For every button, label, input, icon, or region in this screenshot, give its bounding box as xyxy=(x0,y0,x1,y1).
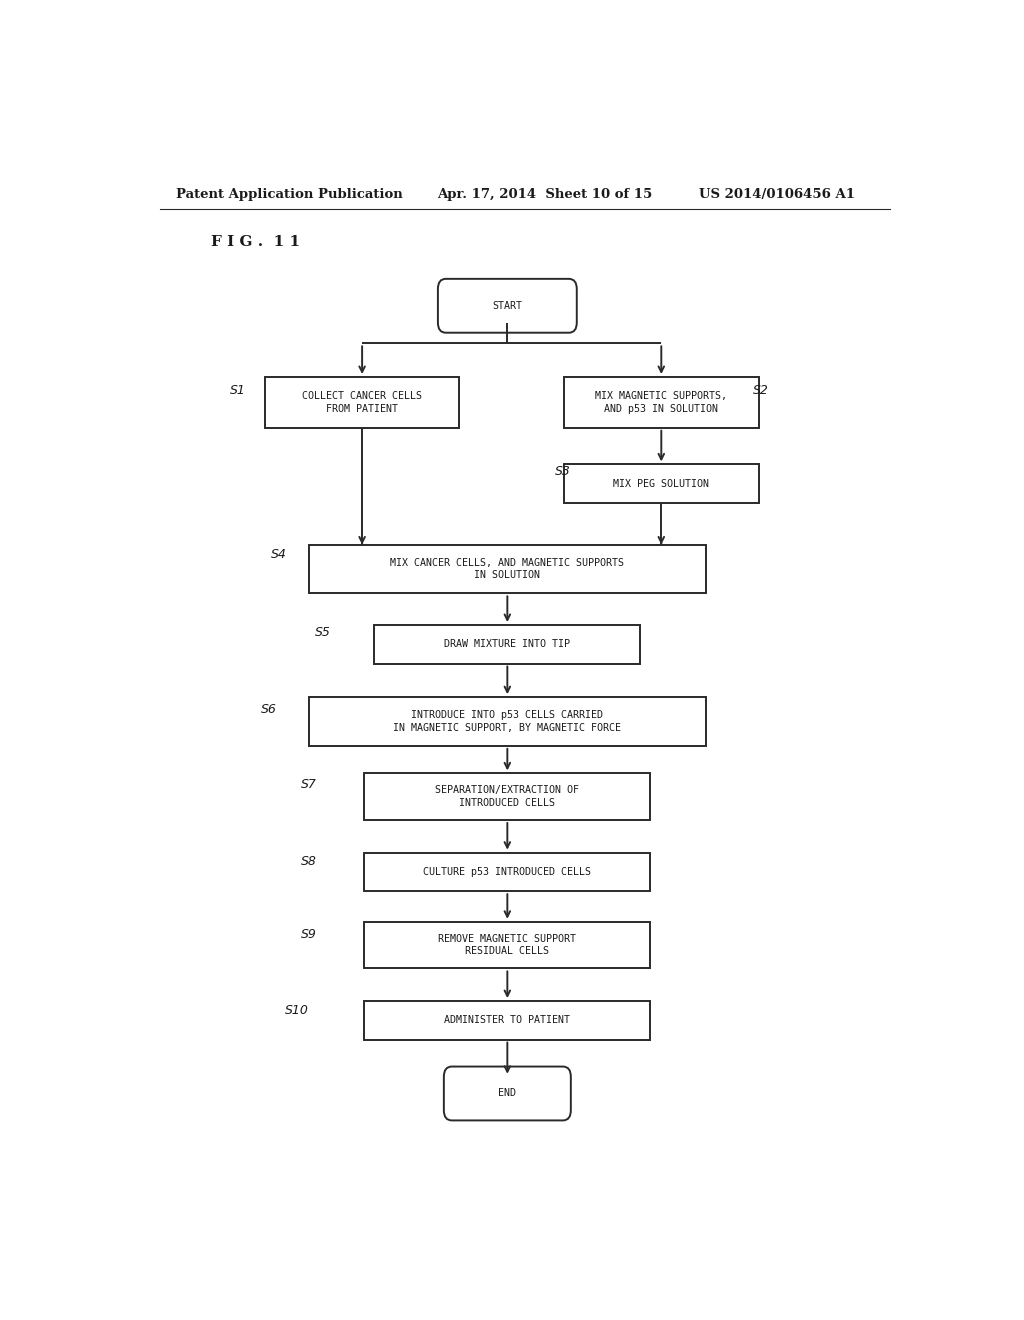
Text: S5: S5 xyxy=(314,626,331,639)
Text: Patent Application Publication: Patent Application Publication xyxy=(176,189,402,202)
Text: S9: S9 xyxy=(301,928,316,941)
Text: DRAW MIXTURE INTO TIP: DRAW MIXTURE INTO TIP xyxy=(444,639,570,649)
Text: INTRODUCE INTO p53 CELLS CARRIED
IN MAGNETIC SUPPORT, BY MAGNETIC FORCE: INTRODUCE INTO p53 CELLS CARRIED IN MAGN… xyxy=(393,710,622,733)
FancyBboxPatch shape xyxy=(265,378,460,428)
FancyBboxPatch shape xyxy=(365,774,650,820)
Text: CULTURE p53 INTRODUCED CELLS: CULTURE p53 INTRODUCED CELLS xyxy=(423,867,591,876)
FancyBboxPatch shape xyxy=(309,545,706,594)
Text: S10: S10 xyxy=(285,1003,309,1016)
Text: S1: S1 xyxy=(229,384,246,396)
Text: Apr. 17, 2014  Sheet 10 of 15: Apr. 17, 2014 Sheet 10 of 15 xyxy=(437,189,652,202)
Text: SEPARATION/EXTRACTION OF
INTRODUCED CELLS: SEPARATION/EXTRACTION OF INTRODUCED CELL… xyxy=(435,785,580,808)
FancyBboxPatch shape xyxy=(365,1001,650,1040)
FancyBboxPatch shape xyxy=(564,378,759,428)
Text: S4: S4 xyxy=(270,548,287,561)
Text: F I G .  1 1: F I G . 1 1 xyxy=(211,235,300,248)
Text: S6: S6 xyxy=(261,702,278,715)
FancyBboxPatch shape xyxy=(365,853,650,891)
Text: ADMINISTER TO PATIENT: ADMINISTER TO PATIENT xyxy=(444,1015,570,1026)
Text: REMOVE MAGNETIC SUPPORT
RESIDUAL CELLS: REMOVE MAGNETIC SUPPORT RESIDUAL CELLS xyxy=(438,933,577,957)
Text: START: START xyxy=(493,301,522,310)
FancyBboxPatch shape xyxy=(365,921,650,969)
Text: US 2014/0106456 A1: US 2014/0106456 A1 xyxy=(699,189,855,202)
FancyBboxPatch shape xyxy=(438,279,577,333)
Text: S2: S2 xyxy=(754,384,769,396)
Text: S8: S8 xyxy=(301,855,316,869)
Text: S7: S7 xyxy=(301,777,316,791)
FancyBboxPatch shape xyxy=(443,1067,570,1121)
FancyBboxPatch shape xyxy=(309,697,706,746)
FancyBboxPatch shape xyxy=(375,624,640,664)
Text: MIX CANCER CELLS, AND MAGNETIC SUPPORTS
IN SOLUTION: MIX CANCER CELLS, AND MAGNETIC SUPPORTS … xyxy=(390,557,625,581)
Text: MIX MAGNETIC SUPPORTS,
AND p53 IN SOLUTION: MIX MAGNETIC SUPPORTS, AND p53 IN SOLUTI… xyxy=(595,391,727,413)
Text: S3: S3 xyxy=(555,465,570,478)
Text: MIX PEG SOLUTION: MIX PEG SOLUTION xyxy=(613,479,710,488)
Text: END: END xyxy=(499,1089,516,1098)
Text: COLLECT CANCER CELLS
FROM PATIENT: COLLECT CANCER CELLS FROM PATIENT xyxy=(302,391,422,413)
FancyBboxPatch shape xyxy=(564,465,759,503)
